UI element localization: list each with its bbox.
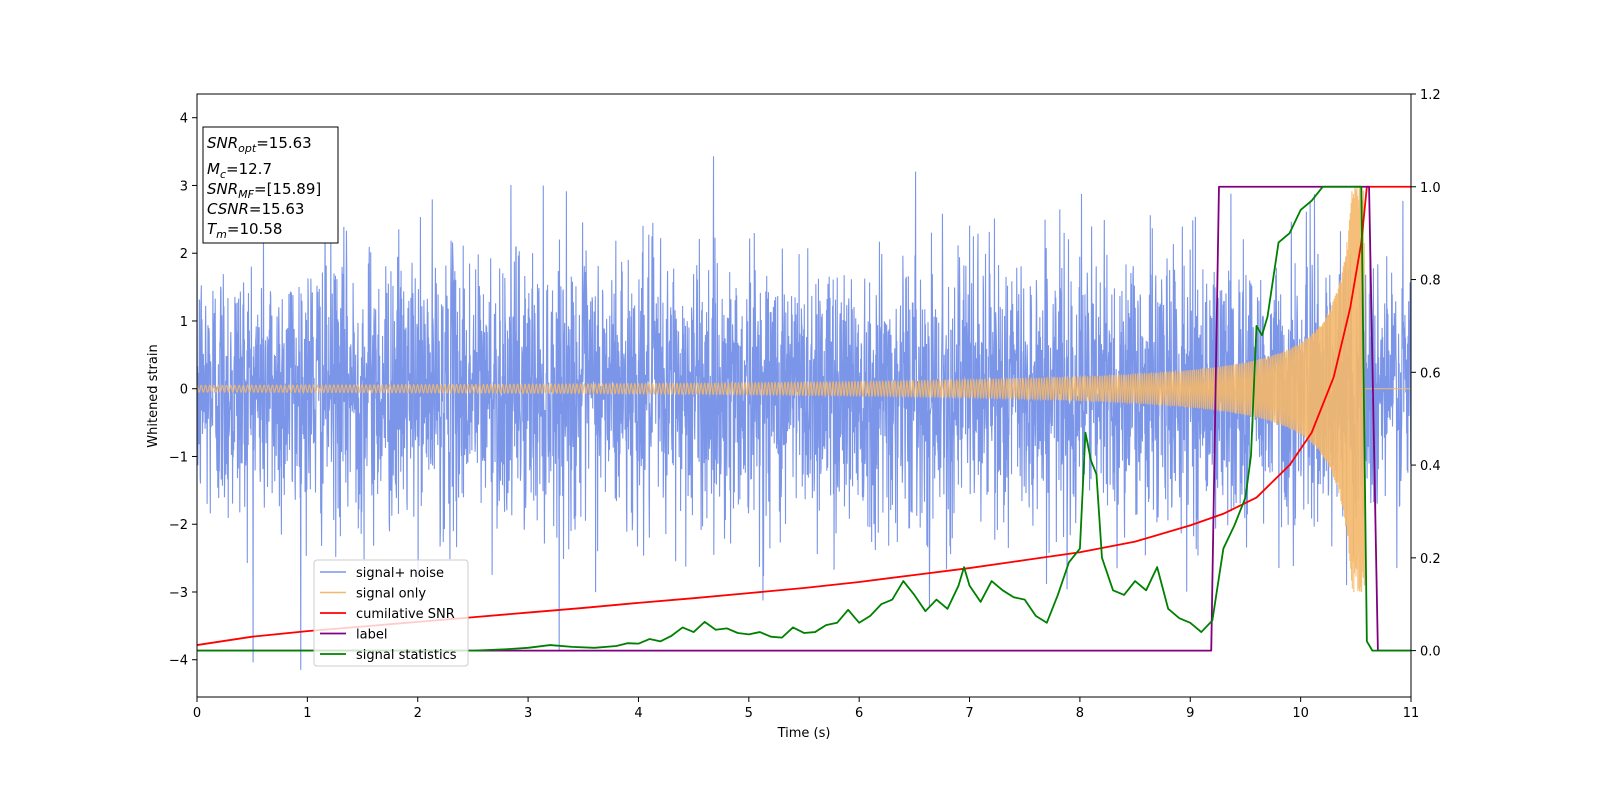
y-left-tick-label: −2 bbox=[169, 518, 188, 533]
x-tick-label: 6 bbox=[855, 706, 863, 721]
y-left-tick-label: 3 bbox=[180, 179, 188, 194]
x-tick-label: 2 bbox=[414, 706, 422, 721]
info-line: Mc=12.7 bbox=[207, 160, 272, 181]
x-tick-label: 1 bbox=[303, 706, 311, 721]
info-value: =[15.89] bbox=[254, 180, 321, 198]
info-line: SNRMF=[15.89] bbox=[207, 180, 321, 201]
info-symbol: CSNR bbox=[207, 200, 249, 218]
legend-label: signal statistics bbox=[356, 648, 457, 663]
legend-items: signal+ noise signal only cumilative SNR la… bbox=[320, 566, 457, 663]
info-line: Tm=10.58 bbox=[207, 220, 282, 241]
info-value: =12.7 bbox=[226, 160, 272, 178]
x-axis-label: Time (s) bbox=[777, 726, 831, 741]
y-right-tick-label: 0.6 bbox=[1420, 366, 1441, 381]
info-line: CSNR=15.63 bbox=[207, 200, 304, 218]
info-box: SNRopt=15.63Mc=12.7SNRMF=[15.89]CSNR=15.… bbox=[202, 126, 339, 244]
x-tick-label: 9 bbox=[1186, 706, 1194, 721]
x-tick-label: 4 bbox=[634, 706, 642, 721]
x-tick-label: 3 bbox=[524, 706, 532, 721]
info-subscript: c bbox=[220, 168, 226, 181]
legend-label: signal only bbox=[356, 587, 426, 602]
y-left-tick-label: −1 bbox=[169, 450, 188, 465]
y-left-tick-label: −3 bbox=[169, 586, 188, 601]
legend-label: signal+ noise bbox=[356, 566, 444, 581]
info-symbol: SNR bbox=[207, 180, 238, 198]
y-right-tick-label: 1.0 bbox=[1420, 181, 1441, 196]
x-tick-label: 7 bbox=[965, 706, 973, 721]
legend: signal+ noise signal only cumilative SNR la… bbox=[313, 559, 469, 667]
legend-label: label bbox=[356, 628, 387, 643]
info-subscript: m bbox=[216, 228, 227, 241]
info-subscript: opt bbox=[238, 142, 257, 155]
y-right-tick-label: 0.0 bbox=[1420, 645, 1441, 660]
y-right-tick-label: 0.8 bbox=[1420, 274, 1441, 289]
x-tick-label: 10 bbox=[1292, 706, 1309, 721]
plot-frame bbox=[196, 93, 1412, 698]
y-right-tick-label: 0.2 bbox=[1420, 552, 1441, 567]
info-lines: SNRopt=15.63Mc=12.7SNRMF=[15.89]CSNR=15.… bbox=[207, 134, 321, 241]
y-right-tick-label: 1.2 bbox=[1420, 88, 1441, 103]
ticks-layer: 0 1 2 3 4 5 6 7 8 9 10 11 −4 −3 −2 −1 0 1 2 3 4 0.0 0.2 0.4 0.6 0… bbox=[169, 88, 1441, 721]
x-tick-label: 11 bbox=[1403, 706, 1420, 721]
legend-label: cumilative SNR bbox=[356, 607, 455, 622]
y-left-tick-label: 4 bbox=[180, 112, 188, 127]
y-right-tick-label: 0.4 bbox=[1420, 459, 1441, 474]
info-value: =10.58 bbox=[227, 220, 283, 238]
x-tick-label: 8 bbox=[1076, 706, 1084, 721]
series-line-signal-statistics bbox=[197, 185, 1411, 652]
y-left-tick-label: 2 bbox=[180, 247, 188, 262]
info-line: SNRopt=15.63 bbox=[207, 134, 312, 155]
info-value: =15.63 bbox=[249, 200, 305, 218]
y-left-tick-label: −4 bbox=[169, 654, 188, 669]
x-tick-label: 0 bbox=[193, 706, 201, 721]
y-axis-label: Whitened strain bbox=[146, 344, 161, 447]
info-symbol: SNR bbox=[207, 134, 238, 152]
legend-frame bbox=[313, 559, 469, 667]
x-tick-label: 5 bbox=[745, 706, 753, 721]
info-symbol: M bbox=[207, 160, 220, 178]
y-left-tick-label: 1 bbox=[180, 315, 188, 330]
info-symbol: T bbox=[207, 220, 218, 238]
series-line-signal-only bbox=[197, 185, 1411, 592]
info-box-frame bbox=[202, 126, 339, 244]
y-left-tick-label: 0 bbox=[180, 383, 188, 398]
info-subscript: MF bbox=[238, 188, 254, 201]
info-value: =15.63 bbox=[256, 134, 312, 152]
